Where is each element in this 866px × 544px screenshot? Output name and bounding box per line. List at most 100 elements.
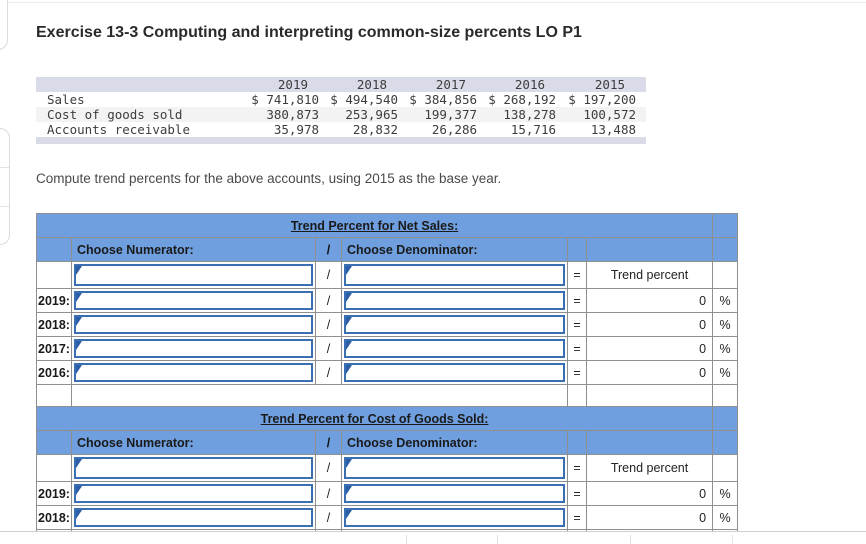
numerator-select[interactable]: [74, 484, 313, 503]
numerator-select[interactable]: [74, 363, 313, 382]
empty-cell: [567, 384, 587, 407]
trend-percent-value: 0: [585, 312, 714, 337]
denominator-select[interactable]: [344, 264, 565, 286]
worksheet-row-2019: 2019: / = 0 %: [36, 288, 739, 313]
equals-symbol: =: [567, 360, 587, 385]
table-row: Accounts receivable 35,978 28,832 26,286…: [36, 122, 646, 137]
empty-header-cell: [36, 430, 72, 455]
slash-symbol: /: [315, 288, 342, 313]
denominator-select[interactable]: [344, 484, 565, 503]
divider: [732, 535, 733, 544]
equals-symbol: =: [567, 261, 587, 289]
cell-value: 13,488: [590, 122, 636, 137]
equals-symbol: =: [567, 312, 587, 337]
trend-percent-value: 0: [585, 288, 714, 313]
denominator-select[interactable]: [344, 457, 565, 479]
dropdown-marker-icon: [346, 266, 352, 275]
denominator-select[interactable]: [344, 363, 565, 382]
table-row: Sales $ 741,810 $ 494,540 $ 384,856 $ 26…: [36, 92, 646, 107]
divider: [406, 535, 407, 544]
trend-percent-value: 0: [585, 336, 714, 361]
empty-header-cell: [712, 430, 739, 455]
equals-symbol: =: [567, 505, 587, 530]
denominator-select[interactable]: [344, 315, 565, 334]
numerator-select[interactable]: [74, 315, 313, 334]
dropdown-marker-icon: [346, 293, 352, 302]
year-label: 2019:: [36, 288, 72, 313]
worksheet-title: Trend Percent for Cost of Goods Sold:: [35, 406, 714, 431]
dropdown-marker-icon: [76, 459, 82, 468]
result-column-label: Trend percent: [585, 454, 714, 482]
cell-value: $ 384,856: [409, 92, 477, 107]
slash-symbol: /: [315, 312, 342, 337]
worksheet-title: Trend Percent for Net Sales:: [35, 213, 714, 238]
year-label: 2018:: [36, 505, 72, 530]
year-header: 2016: [487, 77, 566, 92]
cell-value: $ 197,200: [568, 92, 636, 107]
cell-value: $ 268,192: [488, 92, 556, 107]
year-label: 2019:: [36, 481, 72, 506]
page-title: Exercise 13-3 Computing and interpreting…: [36, 24, 582, 41]
year-header: 2018: [329, 77, 408, 92]
worksheet-title-row: Trend Percent for Cost of Goods Sold:: [35, 406, 739, 431]
dropdown-marker-icon: [76, 510, 82, 519]
equals-symbol: =: [567, 288, 587, 313]
worksheet-row-2018: 2018: / = 0 %: [36, 312, 739, 337]
year-label: 2017:: [36, 336, 72, 361]
cell-value: $ 741,810: [251, 92, 319, 107]
percent-sign: %: [712, 481, 739, 506]
dropdown-marker-icon: [346, 510, 352, 519]
numerator-select[interactable]: [74, 508, 313, 527]
denominator-select[interactable]: [344, 291, 565, 310]
denominator-select[interactable]: [344, 339, 565, 358]
denominator-header: Choose Denominator:: [341, 430, 568, 455]
slash-symbol: /: [315, 505, 342, 530]
slash-symbol: /: [315, 336, 342, 361]
numerator-select[interactable]: [74, 457, 313, 479]
divider: [0, 167, 9, 168]
worksheet-header-row: Choose Numerator: / Choose Denominator:: [36, 237, 739, 262]
percent-sign: %: [712, 288, 739, 313]
empty-header-cell: [585, 237, 714, 262]
numerator-select[interactable]: [74, 291, 313, 310]
numerator-select[interactable]: [74, 339, 313, 358]
empty-header-cell: [567, 237, 587, 262]
empty-cell: [36, 261, 72, 289]
cell-value: 28,832: [352, 122, 398, 137]
trend-percent-value: 0: [585, 481, 714, 506]
dropdown-marker-icon: [346, 486, 352, 495]
empty-cell: [71, 384, 568, 407]
equals-symbol: =: [567, 336, 587, 361]
row-label: Accounts receivable: [47, 122, 190, 137]
worksheet-row-2016: 2016: / = 0 %: [36, 360, 739, 385]
clipped-side-card-top: [0, 0, 8, 50]
trend-percent-value: 0: [585, 360, 714, 385]
formula-row: / = Trend percent: [36, 261, 739, 289]
row-label: Cost of goods sold: [36, 107, 250, 122]
dropdown-marker-icon: [76, 365, 82, 374]
year-label: 2018:: [36, 312, 72, 337]
year-header: 2015: [566, 77, 646, 92]
empty-header-cell: [712, 237, 739, 262]
bottom-clip-edge: [0, 531, 866, 544]
denominator-select[interactable]: [344, 508, 565, 527]
divider: [0, 206, 9, 207]
slash-header: /: [315, 237, 342, 262]
empty-cell: [712, 384, 739, 407]
empty-cell: [712, 261, 739, 289]
cell-value: 199,377: [408, 107, 487, 122]
cell-value: 100,572: [566, 107, 646, 122]
numerator-select[interactable]: [74, 264, 313, 286]
divider: [497, 535, 498, 544]
table-row: Cost of goods sold 380,873 253,965 199,3…: [36, 107, 646, 122]
worksheet-row-2017: 2017: / = 0 %: [36, 336, 739, 361]
worksheet-row-2018: 2018: / = 0 %: [36, 505, 739, 530]
cell-value: 380,873: [250, 107, 329, 122]
cell-value: 138,278: [487, 107, 566, 122]
dropdown-marker-icon: [346, 317, 352, 326]
empty-cell: [585, 384, 714, 407]
worksheet-row-2019: 2019: / = 0 %: [36, 481, 739, 506]
cell-value: 35,978: [273, 122, 319, 137]
dropdown-marker-icon: [346, 341, 352, 350]
